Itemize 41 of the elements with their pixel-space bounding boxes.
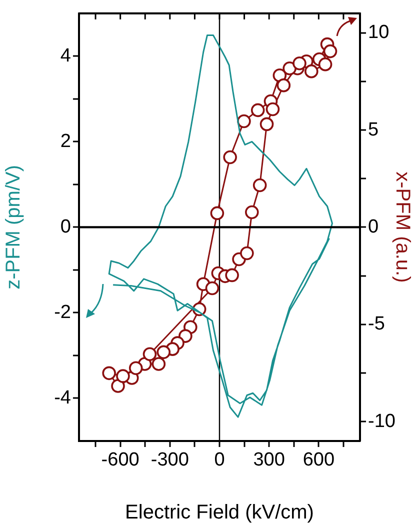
x-tick-label: -600 (101, 450, 140, 471)
y2-tick-label: 5 (368, 119, 379, 140)
point (323, 44, 338, 58)
point (237, 114, 251, 128)
point (245, 205, 259, 220)
y-tick-label: -4 (54, 387, 72, 408)
y-tick-label: 4 (60, 45, 72, 66)
point (152, 357, 166, 371)
point (128, 361, 143, 376)
x-tick-label: 0 (214, 450, 225, 471)
y2-tick-label: -10 (368, 410, 396, 432)
point (116, 369, 130, 383)
point (111, 379, 125, 393)
point (102, 366, 116, 380)
y2-tick-label: 0 (368, 216, 379, 238)
x-axis-title: Electric Field (kV/cm) (125, 502, 314, 524)
y-tick-label: 2 (60, 130, 71, 152)
y2-tick-label: 10 (368, 22, 390, 44)
y2-axis-title: x-PFM (a.u.) (391, 172, 414, 283)
point (304, 64, 318, 78)
point (292, 56, 306, 70)
point (142, 347, 157, 362)
point (210, 206, 224, 220)
x-tick-label: 300 (253, 450, 285, 471)
y-axis-title: z-PFM (pm/V) (2, 164, 25, 290)
point (205, 281, 220, 296)
x-tick-label: 600 (302, 450, 335, 471)
y-tick-label: -2 (54, 302, 71, 323)
point (318, 57, 332, 72)
y-tick-label: 0 (60, 216, 71, 238)
x-tick-label: -300 (150, 450, 189, 471)
point (223, 150, 237, 164)
y2-tick-label: -5 (368, 314, 385, 335)
point (240, 246, 254, 260)
point (276, 78, 291, 92)
point (250, 103, 265, 118)
point (156, 345, 171, 360)
point (266, 102, 280, 116)
point (225, 268, 239, 282)
point (252, 178, 267, 192)
point (260, 117, 274, 132)
